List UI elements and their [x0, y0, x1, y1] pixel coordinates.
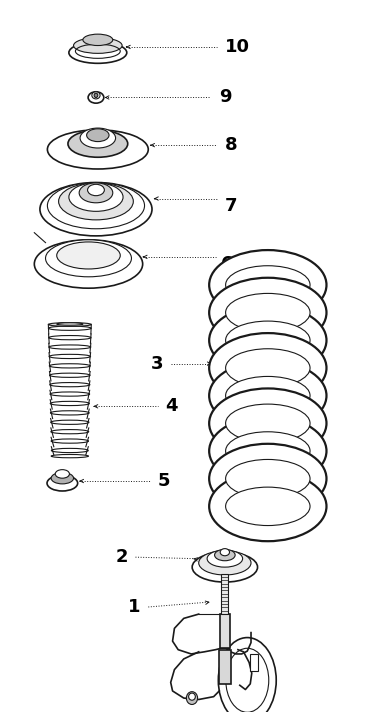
Ellipse shape: [214, 549, 235, 560]
Ellipse shape: [209, 250, 327, 320]
Ellipse shape: [226, 648, 269, 712]
Ellipse shape: [207, 550, 243, 567]
Ellipse shape: [45, 240, 132, 277]
Ellipse shape: [47, 183, 144, 229]
FancyBboxPatch shape: [222, 573, 228, 614]
Ellipse shape: [218, 637, 276, 713]
Ellipse shape: [40, 183, 152, 236]
Ellipse shape: [51, 439, 88, 443]
Ellipse shape: [49, 364, 90, 368]
Ellipse shape: [49, 354, 91, 359]
Ellipse shape: [189, 693, 195, 700]
Ellipse shape: [226, 376, 310, 415]
Ellipse shape: [226, 432, 310, 470]
Ellipse shape: [47, 130, 148, 169]
Ellipse shape: [57, 242, 120, 269]
Text: 5: 5: [158, 472, 170, 490]
Ellipse shape: [79, 183, 113, 202]
Ellipse shape: [58, 183, 134, 220]
Ellipse shape: [186, 692, 198, 704]
Text: 3: 3: [151, 354, 163, 373]
Ellipse shape: [209, 333, 327, 403]
Ellipse shape: [88, 92, 104, 103]
Ellipse shape: [226, 459, 310, 498]
Ellipse shape: [209, 443, 327, 513]
FancyBboxPatch shape: [220, 614, 230, 648]
Ellipse shape: [48, 326, 91, 330]
Ellipse shape: [49, 345, 91, 349]
Ellipse shape: [209, 278, 327, 347]
FancyBboxPatch shape: [219, 650, 231, 684]
Ellipse shape: [209, 416, 327, 486]
Text: 2: 2: [115, 548, 128, 566]
Ellipse shape: [69, 183, 123, 211]
Ellipse shape: [209, 361, 327, 431]
Ellipse shape: [47, 476, 78, 491]
Ellipse shape: [51, 420, 89, 424]
Ellipse shape: [226, 487, 310, 525]
Text: 10: 10: [225, 38, 250, 56]
Ellipse shape: [74, 38, 122, 53]
Ellipse shape: [80, 128, 116, 148]
Ellipse shape: [48, 322, 91, 327]
Text: 8: 8: [225, 136, 237, 154]
Ellipse shape: [50, 373, 90, 377]
Ellipse shape: [57, 323, 83, 325]
Ellipse shape: [220, 548, 230, 555]
Text: 1: 1: [128, 598, 141, 616]
Ellipse shape: [83, 34, 113, 46]
FancyBboxPatch shape: [250, 654, 258, 671]
Ellipse shape: [226, 404, 310, 443]
Ellipse shape: [50, 411, 89, 415]
Ellipse shape: [68, 130, 128, 158]
Ellipse shape: [192, 552, 258, 582]
Ellipse shape: [69, 42, 127, 63]
Ellipse shape: [226, 321, 310, 359]
Ellipse shape: [87, 129, 109, 142]
Ellipse shape: [226, 349, 310, 387]
Ellipse shape: [209, 305, 327, 375]
Ellipse shape: [199, 550, 251, 575]
Ellipse shape: [55, 470, 69, 478]
Text: 6: 6: [221, 255, 234, 273]
Ellipse shape: [226, 294, 310, 332]
Ellipse shape: [51, 429, 89, 434]
Ellipse shape: [209, 389, 327, 458]
Ellipse shape: [48, 336, 91, 340]
Text: 4: 4: [165, 397, 178, 415]
Ellipse shape: [50, 401, 90, 406]
Ellipse shape: [51, 448, 88, 453]
Ellipse shape: [226, 266, 310, 304]
Ellipse shape: [51, 473, 74, 484]
Ellipse shape: [87, 184, 104, 195]
Text: 7: 7: [225, 197, 237, 215]
Ellipse shape: [34, 240, 142, 288]
Ellipse shape: [92, 92, 100, 99]
Ellipse shape: [51, 454, 88, 458]
Ellipse shape: [209, 471, 327, 541]
Text: 9: 9: [219, 88, 232, 106]
Ellipse shape: [50, 383, 90, 386]
Ellipse shape: [94, 93, 98, 98]
Ellipse shape: [50, 392, 90, 396]
